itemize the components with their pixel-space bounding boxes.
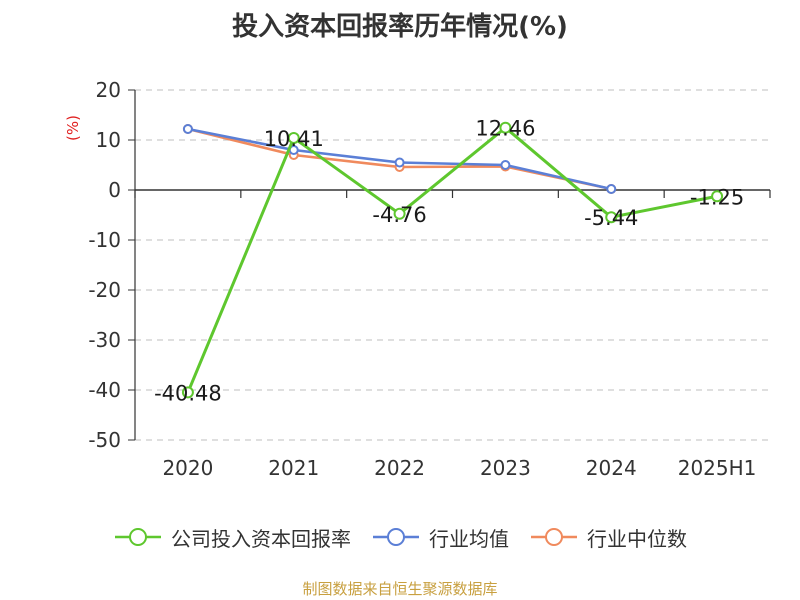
- y-tick-label: -40: [88, 378, 121, 402]
- y-tick-label: -50: [88, 428, 121, 452]
- y-tick-label: -30: [88, 328, 121, 352]
- data-point: [605, 211, 618, 224]
- data-point: [393, 207, 406, 220]
- legend-item[interactable]: 公司投入资本回报率: [113, 523, 351, 552]
- grid-layer: [135, 89, 770, 441]
- data-label: 12.46: [475, 117, 535, 141]
- y-tick-label: 10: [96, 128, 121, 152]
- data-point: [499, 121, 512, 134]
- data-label: 10.41: [264, 127, 324, 151]
- data-point: [182, 124, 193, 134]
- data-label: -40.48: [154, 381, 222, 405]
- series-layer: [181, 121, 724, 399]
- source-note: 制图数据来自恒生聚源数据库: [302, 580, 498, 598]
- data-point: [181, 386, 194, 399]
- data-point: [606, 184, 617, 194]
- x-tick-label: 2023: [480, 456, 531, 480]
- legend-swatch: [115, 528, 161, 546]
- y-tick-label: -10: [88, 228, 121, 252]
- data-label: -1.25: [690, 185, 744, 209]
- data-point: [394, 157, 405, 168]
- legend-label: 公司投入资本回报率: [171, 526, 351, 551]
- legend-swatch: [531, 528, 577, 546]
- x-tick-label: 2024: [586, 456, 637, 480]
- legend-swatch: [373, 528, 419, 546]
- y-tick-label: 20: [96, 78, 121, 102]
- y-axis-title: (%): [64, 115, 82, 141]
- series-line: [186, 126, 718, 393]
- y-tick-label: -20: [88, 278, 121, 302]
- legend-item[interactable]: 行业均值: [371, 523, 509, 552]
- data-label: -5.44: [584, 206, 638, 230]
- legend-label: 行业中位数: [587, 526, 687, 551]
- axis-layer: 20 10 0 -10 -20 -30 -40 -50 2020 2021 2022 2023 2024…: [88, 78, 771, 480]
- x-tick-label: 2025H1: [678, 456, 757, 480]
- data-label: -4.76: [372, 203, 426, 227]
- legend: 公司投入资本回报率 行业均值 行业中位数: [0, 520, 800, 554]
- chart-title: 投入资本回报率历年情况(%): [232, 12, 568, 42]
- x-tick-label: 2021: [268, 456, 319, 480]
- x-tick-label: 2022: [374, 456, 425, 480]
- line-chart: 20 10 0 -10 -20 -30 -40 -50 2020 2021 2022 2023 2024…: [64, 78, 771, 480]
- data-point: [287, 131, 300, 144]
- legend-item[interactable]: 行业中位数: [529, 523, 687, 552]
- data-point: [711, 190, 724, 203]
- data-point: [500, 160, 511, 170]
- x-tick-label: 2020: [162, 456, 213, 480]
- legend-label: 行业均值: [429, 526, 509, 551]
- y-tick-label: 0: [108, 178, 121, 202]
- data-label-layer: -40.48 10.41 -4.76 12.46 -5.44 -1.25: [154, 117, 744, 406]
